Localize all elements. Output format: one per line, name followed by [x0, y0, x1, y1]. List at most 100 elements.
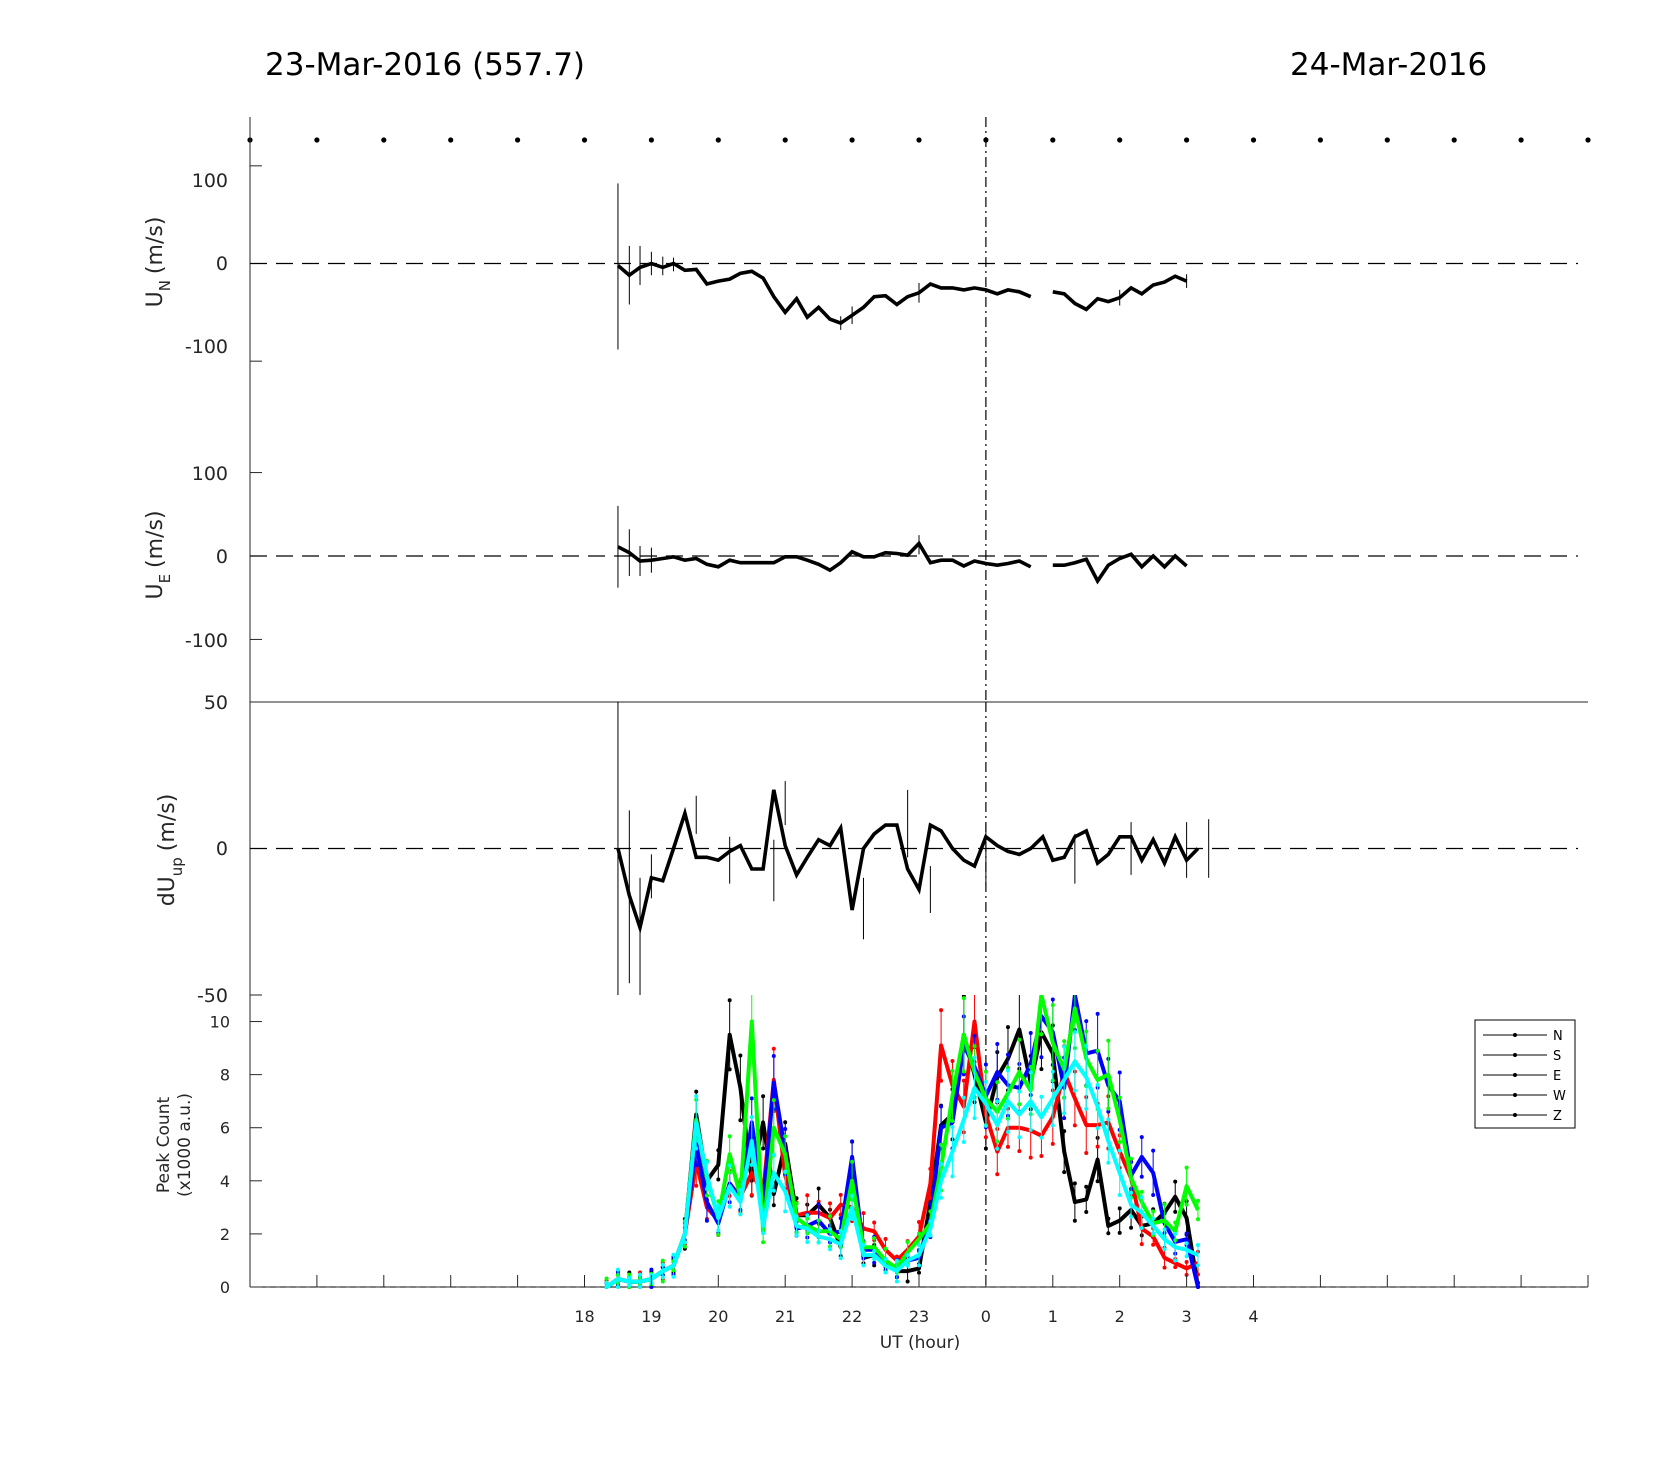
legend-marker-S [1513, 1053, 1517, 1057]
count-point-Z [1184, 1254, 1189, 1259]
count-point-Z [1017, 1089, 1022, 1094]
count-point-E [704, 1218, 709, 1223]
count-line-Z [605, 1059, 1199, 1289]
count-point-N [1072, 1218, 1077, 1223]
count-point-Z [794, 1233, 799, 1238]
time-dot-2 [381, 137, 387, 143]
pc-y-tick-label-0: 0 [220, 1278, 230, 1297]
un-ylabel: UN (m/s) [143, 217, 174, 308]
count-point-Z [939, 1195, 944, 1200]
count-point-Z [894, 1258, 899, 1263]
count-point-N [1084, 1210, 1089, 1215]
un-ytick-mid: 0 [216, 253, 228, 275]
pc-x-tick-label-6: 0 [981, 1307, 991, 1326]
count-point-S [694, 1183, 699, 1188]
count-point-Z [1095, 1082, 1100, 1087]
count-point-Z [671, 1274, 676, 1279]
count-point-Z [604, 1280, 609, 1285]
count-point-Z [950, 1124, 955, 1129]
count-point-N [727, 998, 732, 1003]
count-point-E [939, 1104, 944, 1109]
legend-marker-W [1513, 1093, 1517, 1097]
pc-x-tick-label-4: 22 [842, 1307, 862, 1326]
count-point-S [1072, 1123, 1077, 1128]
count-point-W [816, 1218, 821, 1223]
legend-label-N: N [1553, 1029, 1563, 1044]
count-point-S [1151, 1242, 1156, 1247]
count-point-Z [627, 1283, 632, 1288]
count-point-W [627, 1272, 632, 1277]
count-point-W [939, 1142, 944, 1147]
count-point-N [1005, 1025, 1010, 1030]
count-point-S [1039, 1153, 1044, 1158]
count-point-E [1062, 1116, 1067, 1121]
count-point-W [1039, 1032, 1044, 1037]
count-point-Z [1084, 1043, 1089, 1048]
time-dot-15 [1250, 137, 1257, 143]
count-point-W [727, 1134, 732, 1139]
count-point-E [1095, 1011, 1100, 1016]
count-point-E [816, 1202, 821, 1207]
pc-x-tick-label-5: 23 [909, 1307, 929, 1326]
count-point-Z [1039, 1135, 1044, 1140]
count-point-Z [1072, 1088, 1077, 1093]
count-point-N [983, 1146, 988, 1151]
count-point-W [950, 1118, 955, 1123]
panel-u-north: 100 0 -100 UN (m/s) [143, 117, 1578, 410]
count-point-Z [1084, 1106, 1089, 1111]
count-point-N [716, 1177, 721, 1182]
count-point-E [1151, 1148, 1156, 1153]
count-point-N [1117, 1206, 1122, 1211]
count-point-S [1139, 1242, 1144, 1247]
count-point-Z [1117, 1148, 1122, 1153]
count-point-Z [1028, 1070, 1033, 1075]
panel-u-east: 100 0 -100 UE (m/s) [143, 410, 1578, 702]
count-point-Z [1162, 1247, 1167, 1252]
count-point-W [950, 1068, 955, 1073]
legend-marker-Z [1513, 1113, 1517, 1117]
count-point-Z [1005, 1068, 1010, 1073]
count-point-Z [671, 1252, 676, 1257]
pc-y-tick-label-4: 8 [220, 1066, 230, 1085]
count-point-W [761, 1240, 766, 1245]
count-point-Z [615, 1267, 620, 1272]
count-point-E [1039, 1055, 1044, 1060]
time-dot-7 [715, 137, 721, 143]
series-line-segment-1 [1052, 552, 1188, 585]
time-dot-5 [581, 137, 588, 143]
count-point-S [1095, 1144, 1100, 1149]
time-dot-4 [515, 137, 521, 143]
count-point-W [961, 1069, 966, 1074]
count-point-Z [1139, 1225, 1144, 1230]
ue-ylabel: UE (m/s) [143, 510, 174, 599]
count-point-Z [961, 1139, 966, 1144]
panel-du-up: 50 0 -50 dUup (m/s) [155, 692, 1588, 1007]
count-point-W [604, 1276, 609, 1281]
count-point-N [1062, 1170, 1067, 1175]
legend-label-W: W [1553, 1089, 1566, 1104]
count-point-S [883, 1237, 888, 1242]
pc-x-tick-label-3: 21 [775, 1307, 795, 1326]
count-point-S [1173, 1265, 1178, 1270]
count-point-E [1106, 1109, 1111, 1114]
count-point-N [816, 1186, 821, 1191]
count-point-Z [638, 1285, 643, 1289]
count-point-E [1028, 1031, 1033, 1036]
count-point-E [1084, 1019, 1089, 1024]
count-point-Z [660, 1275, 665, 1280]
count-point-Z [771, 1152, 776, 1157]
count-point-Z [917, 1242, 921, 1247]
count-point-S [805, 1193, 810, 1198]
ue-ytick-mid: 0 [216, 546, 228, 568]
count-point-Z [816, 1240, 821, 1245]
count-point-N [1173, 1209, 1178, 1214]
count-point-Z [1151, 1216, 1156, 1221]
legend-marker-N [1513, 1033, 1517, 1037]
count-point-Z [1162, 1227, 1167, 1232]
count-point-Z [1173, 1258, 1178, 1263]
count-point-Z [1129, 1214, 1134, 1219]
legend-marker-E [1513, 1073, 1517, 1077]
pc-ylabel-line1: Peak Count [154, 1097, 174, 1194]
